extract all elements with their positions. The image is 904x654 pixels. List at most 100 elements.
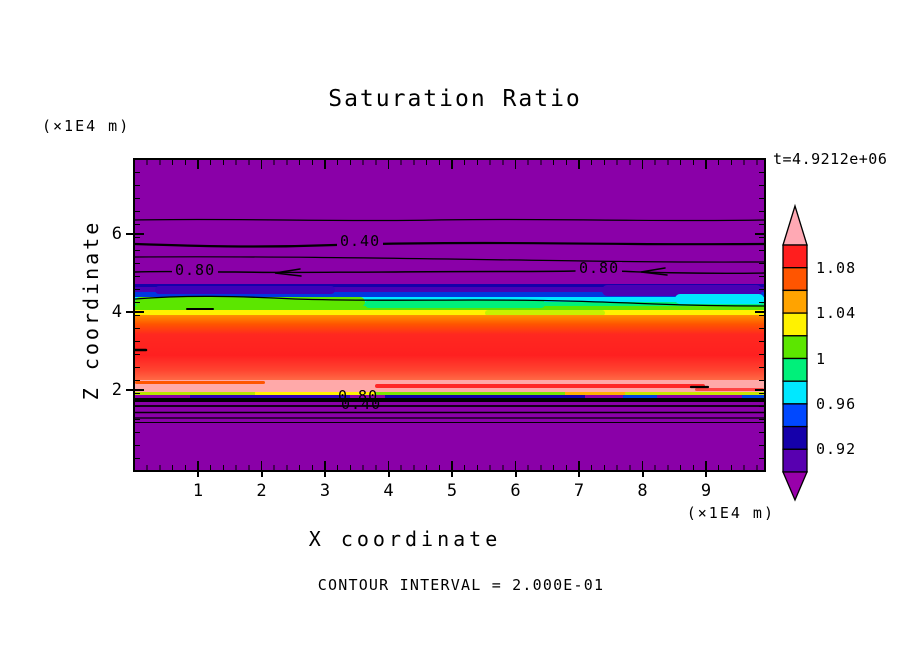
plot-area: 0.40 0.80 0.80 0.80 0.40 bbox=[133, 158, 766, 472]
x-major-tick-top bbox=[197, 160, 199, 169]
colorbar-top-arrow bbox=[782, 203, 808, 246]
colorbar-svg bbox=[782, 203, 808, 502]
minor-ticks-bottom bbox=[135, 465, 764, 470]
y-axis-unit-label: (×1E4 m) bbox=[42, 117, 131, 135]
x-tick-label: 2 bbox=[256, 481, 267, 501]
colorbar-segment bbox=[782, 312, 808, 337]
field-band bbox=[675, 294, 764, 304]
x-tick-label: 5 bbox=[446, 481, 458, 501]
field-band bbox=[135, 287, 764, 292]
y-major-tick-stub bbox=[126, 233, 133, 235]
x-major-tick-top bbox=[324, 160, 326, 169]
x-major-tick-bottom bbox=[451, 461, 453, 470]
y-major-tick-left bbox=[135, 311, 144, 313]
colorbar-segment bbox=[782, 289, 808, 314]
contour-label-080-left: 0.80 bbox=[172, 263, 219, 278]
contour-label-040-bottom: 0.40 bbox=[341, 395, 382, 413]
field-band bbox=[602, 285, 762, 296]
field-band bbox=[135, 381, 265, 384]
field-band bbox=[375, 384, 705, 388]
x-major-tick-bottom bbox=[260, 461, 263, 470]
x-major-tick-stub bbox=[260, 472, 263, 477]
field-band bbox=[625, 392, 764, 395]
field-band bbox=[135, 310, 764, 315]
field-band bbox=[155, 286, 335, 294]
y-major-tick-left bbox=[135, 389, 144, 391]
minor-ticks-left bbox=[135, 160, 140, 470]
x-major-tick-bottom bbox=[705, 461, 707, 470]
x-major-tick-stub bbox=[387, 472, 390, 477]
contour-interval-note: CONTOUR INTERVAL = 2.000E-01 bbox=[317, 576, 605, 594]
x-major-tick-bottom bbox=[514, 461, 517, 470]
x-major-tick-top bbox=[705, 160, 707, 169]
colorbar-tick-label: 0.92 bbox=[816, 440, 857, 458]
x-tick-label: 6 bbox=[510, 481, 521, 501]
time-annotation: t=4.9212e+06 bbox=[773, 150, 888, 168]
x-tick-label: 9 bbox=[700, 481, 712, 501]
x-tick-label: 1 bbox=[192, 481, 204, 501]
colorbar-segment bbox=[782, 380, 808, 405]
colorbar-segment bbox=[782, 448, 808, 473]
colorbar-segment bbox=[782, 425, 808, 450]
colorbar-segment bbox=[782, 244, 808, 269]
colorbar-segment bbox=[782, 403, 808, 428]
field-band bbox=[365, 300, 545, 308]
field-band bbox=[695, 388, 764, 391]
y-major-tick-right bbox=[755, 389, 764, 391]
field-mid-band bbox=[135, 315, 764, 380]
y-major-tick-right bbox=[755, 233, 764, 235]
x-major-tick-stub bbox=[324, 472, 326, 477]
field-band bbox=[485, 310, 605, 316]
y-tick-label: 6 bbox=[111, 224, 122, 244]
x-axis-title: X coordinate bbox=[308, 527, 502, 551]
x-major-tick-top bbox=[578, 160, 580, 169]
x-major-tick-top bbox=[451, 160, 453, 169]
x-major-tick-top bbox=[260, 160, 263, 169]
field-band bbox=[135, 284, 764, 287]
x-tick-label: 7 bbox=[573, 481, 585, 501]
colorbar-segment bbox=[782, 335, 808, 360]
x-major-tick-top bbox=[514, 160, 517, 169]
y-major-tick-stub bbox=[126, 311, 133, 313]
y-tick-label: 4 bbox=[111, 302, 122, 322]
x-tick-label: 8 bbox=[637, 481, 648, 501]
x-major-tick-stub bbox=[197, 472, 199, 477]
x-major-tick-bottom bbox=[578, 461, 580, 470]
field-band bbox=[135, 392, 255, 395]
field-band bbox=[255, 392, 375, 395]
x-major-tick-top bbox=[387, 160, 390, 169]
contour-label-040-top: 0.40 bbox=[337, 234, 384, 249]
x-axis-unit-label: (×1E4 m) bbox=[686, 504, 775, 522]
plot-field: 0.40 0.80 0.80 0.80 0.40 bbox=[135, 160, 764, 470]
field-band bbox=[135, 306, 764, 310]
x-tick-label: 3 bbox=[319, 481, 331, 501]
x-tick-label: 4 bbox=[383, 481, 394, 501]
contour-label-080-bottom: 0.80 bbox=[338, 387, 379, 405]
x-major-tick-stub bbox=[705, 472, 707, 477]
y-tick-label: 2 bbox=[111, 380, 122, 400]
x-major-tick-bottom bbox=[387, 461, 390, 470]
colorbar-tick-label: 0.96 bbox=[816, 395, 857, 413]
field-band bbox=[565, 392, 625, 395]
field-band bbox=[135, 398, 764, 402]
x-major-tick-stub bbox=[514, 472, 517, 477]
chart-title: Saturation Ratio bbox=[328, 86, 582, 112]
field-band bbox=[623, 395, 657, 398]
minor-ticks-right bbox=[759, 160, 764, 470]
y-major-tick-left bbox=[135, 233, 144, 235]
field-band bbox=[135, 292, 764, 297]
y-major-tick-right bbox=[755, 311, 764, 313]
minor-ticks-top bbox=[135, 160, 764, 165]
colorbar-tick-label: 1.08 bbox=[816, 259, 857, 277]
x-major-tick-bottom bbox=[197, 461, 199, 470]
field-band bbox=[385, 395, 585, 398]
field-band bbox=[742, 395, 764, 398]
colorbar-segments bbox=[782, 244, 808, 473]
x-major-tick-top bbox=[641, 160, 644, 169]
colorbar-segment bbox=[782, 267, 808, 292]
field-band bbox=[190, 395, 350, 398]
x-major-tick-stub bbox=[451, 472, 453, 477]
colorbar-tick-label: 1 bbox=[816, 350, 827, 368]
y-major-tick-stub bbox=[126, 389, 133, 391]
